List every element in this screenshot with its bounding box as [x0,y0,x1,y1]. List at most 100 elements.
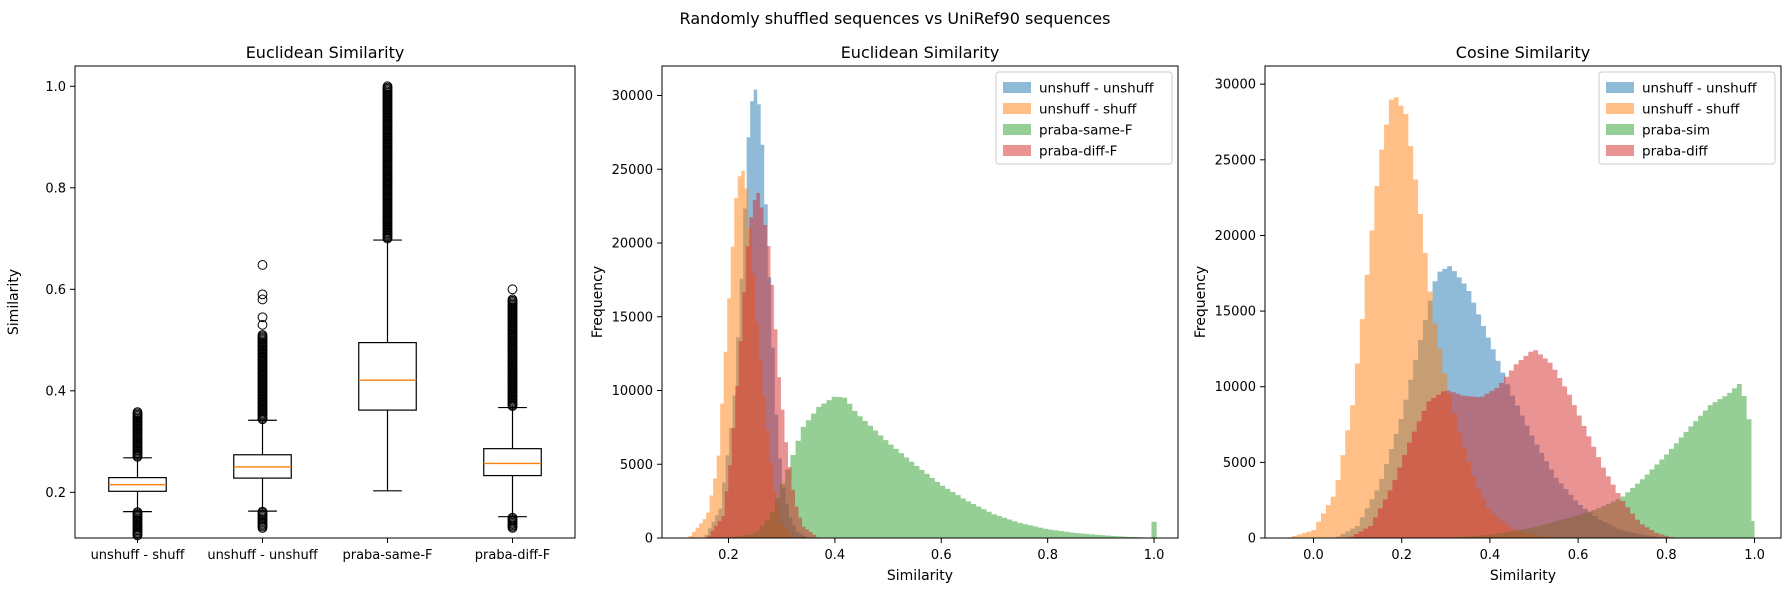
legend-label: unshuff - shuff [1039,102,1137,118]
x-tick-label: 0.6 [1568,548,1589,563]
flier-point [257,506,268,517]
series-praba-same-f [728,396,1157,538]
series-praba-diff-f [707,192,819,539]
histogram-bars [728,396,1147,538]
legend-frame [995,71,1173,165]
plot-area [688,89,1157,539]
y-tick-label: 5000 [620,458,653,473]
y-tick-label: 15000 [1215,305,1256,320]
box-1 [108,407,167,541]
y-axis-label: Frequency [1193,266,1209,338]
legend: unshuff - unshuff unshuff - shuff praba-sa… [995,71,1173,165]
legend-swatch [1003,124,1031,135]
flier-point [257,319,268,330]
y-tick-label: 20000 [612,237,653,252]
y-tick-label: 1.0 [45,80,66,95]
panel-title: Euclidean Similarity [841,43,1000,62]
y-tick-label: 25000 [612,163,653,178]
panel-2: 0.2 0.4 0.6 0.8 1.0 Similarity unshuff - unshu… [590,43,1179,584]
axes-frame [1264,65,1782,539]
flier-point [507,512,518,523]
plot-area [108,81,542,541]
panel-1: unshuff - shuff unshuff - unshuff praba-sa… [6,43,576,563]
y-tick-label: 0.2 [45,486,66,501]
fliers [257,260,268,533]
x-tick-label: 0.4 [1480,548,1501,563]
y-tick-label: 0.4 [45,384,66,399]
x-tick-label: 0.8 [1037,548,1058,563]
box-4 [483,284,542,533]
legend-label: praba-same-F [1039,123,1133,139]
y-tick-label: 10000 [612,384,653,399]
legend-swatch [1606,82,1634,93]
x-tick-label: 0.6 [931,548,952,563]
y-tick-label: 5000 [1223,456,1256,471]
y-tick-label: 15000 [612,310,653,325]
legend-swatch [1606,124,1634,135]
legend-swatch [1003,82,1031,93]
flier-point [257,312,268,323]
legend-label: unshuff - unshuff [1642,81,1757,97]
legend-label: praba-diff-F [1039,144,1117,160]
fliers [507,284,518,533]
y-tick-label: 20000 [1215,229,1256,244]
y-tick-label: 0.8 [45,181,66,196]
legend-label: praba-diff [1642,144,1708,160]
x-tick-label: 0.4 [825,548,846,563]
y-tick-label: 0.6 [45,283,66,298]
series-praba-sim [1445,383,1755,538]
legend-label: unshuff - shuff [1642,102,1740,118]
y-axis-label: Frequency [590,266,606,338]
legend-swatch [1003,103,1031,114]
legend-frame [1598,71,1776,165]
flier-point [257,294,268,305]
x-tick-label: 0.8 [1656,548,1677,563]
x-axis-label: Similarity [1490,568,1556,584]
series-praba-diff [1348,350,1676,538]
y-tick-label: 0 [645,532,653,547]
panel-title: Euclidean Similarity [246,43,405,62]
box-3 [358,81,417,492]
x-axis-label: Similarity [887,568,953,584]
axes-frame [74,65,576,539]
box-body [358,342,417,411]
legend: unshuff - unshuff unshuff - shuff praba-si… [1598,71,1776,165]
flier-point [132,507,143,518]
x-tick-label: unshuff - shuff [91,548,186,563]
y-tick-label: 25000 [1215,153,1256,168]
x-tick-label: 0.2 [718,548,739,563]
flier-point [507,294,518,305]
flier-point [257,289,268,300]
y-tick-label: 0 [1248,532,1256,547]
panel-3: 0.0 0.2 0.4 0.6 0.8 1.0 Similarity unshuff - un… [1193,43,1782,584]
series-unshuff-shuff [1287,97,1557,538]
axes-frame [661,65,1179,539]
x-tick-label: unshuff - unshuff [207,548,318,563]
x-tick-label: 1.0 [1144,548,1165,563]
histogram-bars [1445,383,1755,538]
legend-swatch [1606,103,1634,114]
legend-swatch [1003,145,1031,156]
fliers [132,407,143,541]
histogram-spike [1151,521,1157,538]
flier-point [257,330,268,340]
y-tick-label: 30000 [612,89,653,104]
x-tick-label: praba-same-F [342,548,432,563]
histogram-bars [707,192,819,539]
panel-title: Cosine Similarity [1456,43,1590,62]
x-tick-label: praba-diff-F [475,548,550,563]
fliers [382,81,393,244]
box-body [483,448,542,477]
y-tick-label: 30000 [1215,78,1256,93]
box-2 [233,260,292,533]
plot-area [1287,97,1755,538]
figure-suptitle: Randomly shuffled sequences vs UniRef90 … [680,9,1111,28]
flier-point [132,407,143,418]
x-tick-label: 0.2 [1391,548,1412,563]
legend-swatch [1606,145,1634,156]
legend-label: praba-sim [1642,123,1710,139]
flier-point [507,284,518,295]
flier-point [257,260,268,270]
histogram-bars [1348,350,1676,538]
